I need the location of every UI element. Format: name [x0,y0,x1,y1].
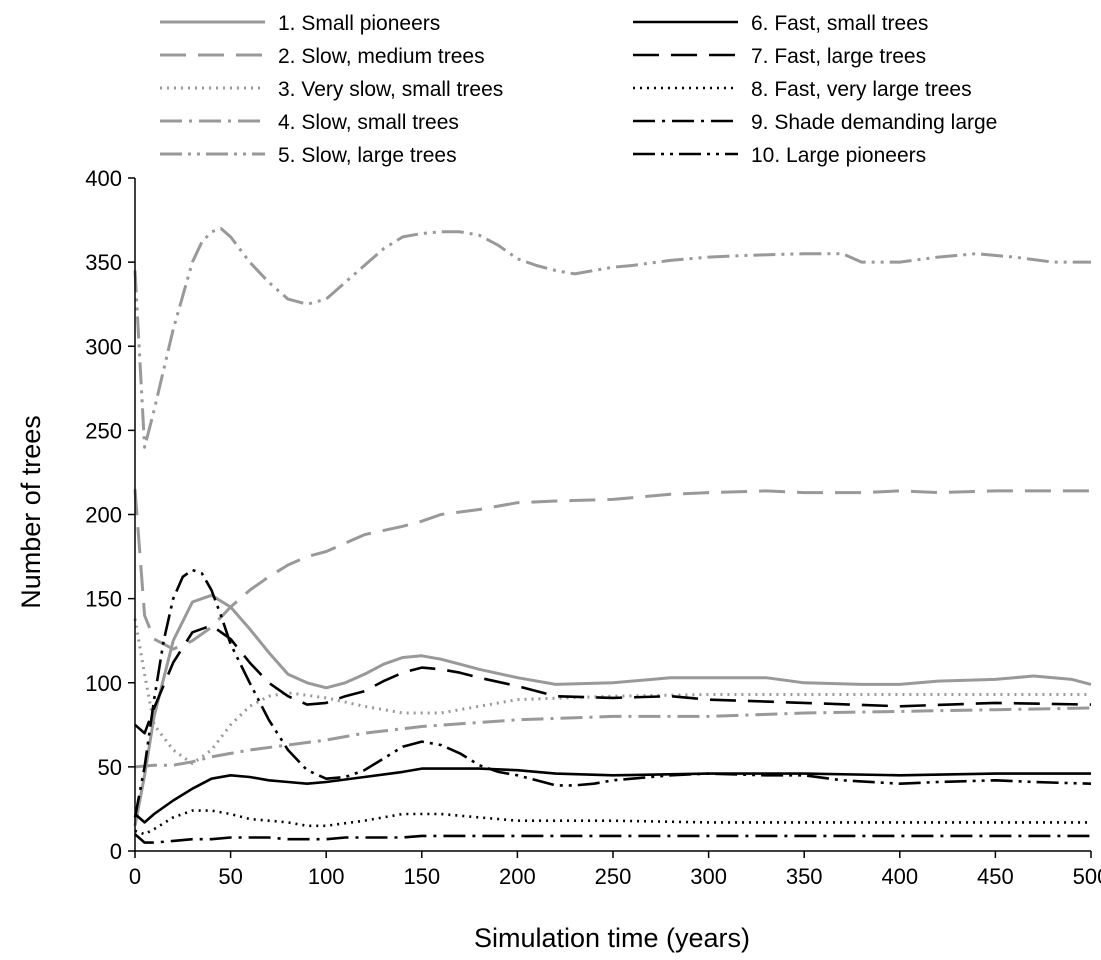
series-line-2 [133,489,1091,651]
x-tick-label: 150 [403,864,440,889]
y-tick-label: 300 [85,334,122,359]
series-line-10 [133,568,1092,818]
series-line-7 [134,624,1092,735]
x-tick-label: 100 [308,864,345,889]
legend-label-10: 10. Large pioneers [751,144,926,167]
x-tick-label: 350 [786,864,823,889]
series-line-5 [133,227,1091,449]
axes [134,178,1091,852]
legend-label-8: 8. Fast, very large trees [751,78,972,101]
series-line-8 [134,809,1091,836]
x-axis-title: Simulation time (years) [474,923,750,953]
y-tick-label: 100 [85,671,122,696]
series-layer [133,227,1092,844]
y-tick-label: 350 [85,250,122,275]
x-axis-ticks: 0 50 100 150 200 250 300 350 400 450 500 [129,851,1101,889]
y-axis-ticks: 0 50 100 150 200 250 300 350 400 [85,166,135,864]
x-tick-label: 300 [690,864,727,889]
x-tick-label: 50 [218,864,242,889]
x-tick-label: 500 [1073,864,1101,889]
y-tick-label: 200 [85,503,122,528]
legend-label-5: 5. Slow, large trees [278,144,457,167]
y-axis-title: Number of trees [16,415,46,609]
x-tick-label: 400 [881,864,918,889]
y-tick-label: 150 [85,587,122,612]
x-tick-label: 250 [595,864,632,889]
y-tick-label: 50 [98,755,122,780]
legend-label-6: 6. Fast, small trees [751,12,928,35]
legend-label-9: 9. Shade demanding large [751,111,997,134]
series-line-1 [133,593,1092,827]
y-tick-label: 400 [85,166,122,191]
legend-label-2: 2. Slow, medium trees [278,45,485,68]
series-line-6 [134,767,1091,824]
series-line-3 [133,618,1091,765]
legend: 1. Small pioneers 2. Slow, medium trees 3.… [160,12,997,167]
x-tick-label: 450 [977,864,1014,889]
legend-label-3: 3. Very slow, small trees [278,78,503,101]
x-tick-label: 0 [129,864,141,889]
series-line-4 [134,706,1092,769]
y-tick-label: 0 [110,839,122,864]
legend-label-7: 7. Fast, large trees [751,45,926,68]
legend-label-1: 1. Small pioneers [278,12,440,35]
legend-label-4: 4. Slow, small trees [278,111,459,134]
x-tick-label: 200 [499,864,536,889]
series-line-9 [134,833,1091,844]
y-tick-label: 250 [85,418,122,443]
